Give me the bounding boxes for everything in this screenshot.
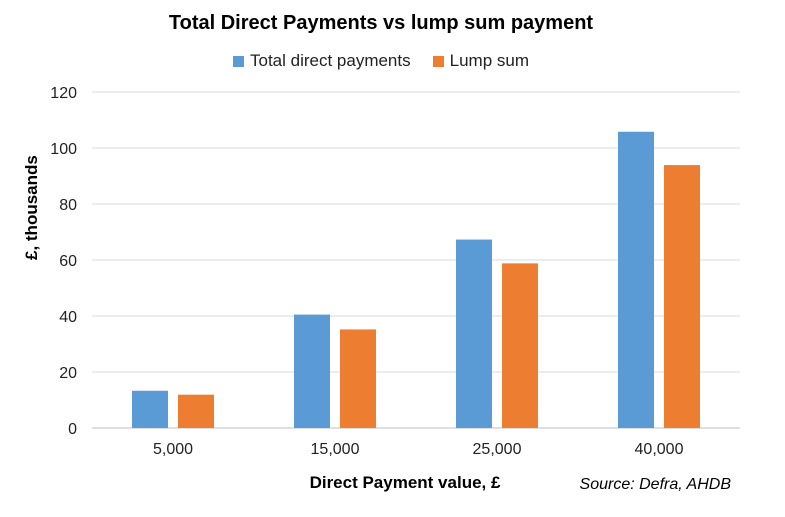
bar-total-direct-payments	[456, 239, 492, 428]
bar-lump-sum	[178, 394, 214, 428]
legend-item-lump: Lump sum	[432, 51, 529, 71]
y-tick-label: 0	[68, 421, 77, 438]
y-tick-label: 100	[50, 141, 77, 158]
y-tick-label: 40	[59, 309, 77, 326]
bar-lump-sum	[502, 263, 538, 428]
bar-total-direct-payments	[294, 314, 330, 428]
source-note: Source: Defra, AHDB	[579, 476, 731, 493]
y-tick-label: 60	[59, 253, 77, 270]
bar-lump-sum	[340, 329, 376, 428]
x-axis-label: Direct Payment value, £	[309, 473, 501, 492]
y-tick-label: 120	[50, 85, 77, 102]
x-tick-label: 5,000	[153, 441, 193, 458]
x-tick-label: 40,000	[635, 441, 684, 458]
x-tick-label: 25,000	[473, 441, 522, 458]
y-tick-label: 20	[59, 365, 77, 382]
legend: Total direct payments Lump sum	[0, 51, 762, 71]
x-tick-label: 15,000	[311, 441, 360, 458]
legend-label-total: Total direct payments	[249, 51, 411, 70]
legend-item-total: Total direct payments	[232, 51, 411, 71]
bar-total-direct-payments	[132, 390, 168, 428]
chart-title: Total Direct Payments vs lump sum paymen…	[168, 12, 594, 34]
legend-label-lump: Lump sum	[449, 51, 529, 70]
legend-swatch-lump	[432, 55, 444, 67]
bar-total-direct-payments	[618, 131, 654, 428]
y-tick-label: 80	[59, 197, 77, 214]
legend-swatch-total	[232, 55, 244, 67]
bar-lump-sum	[664, 165, 700, 428]
